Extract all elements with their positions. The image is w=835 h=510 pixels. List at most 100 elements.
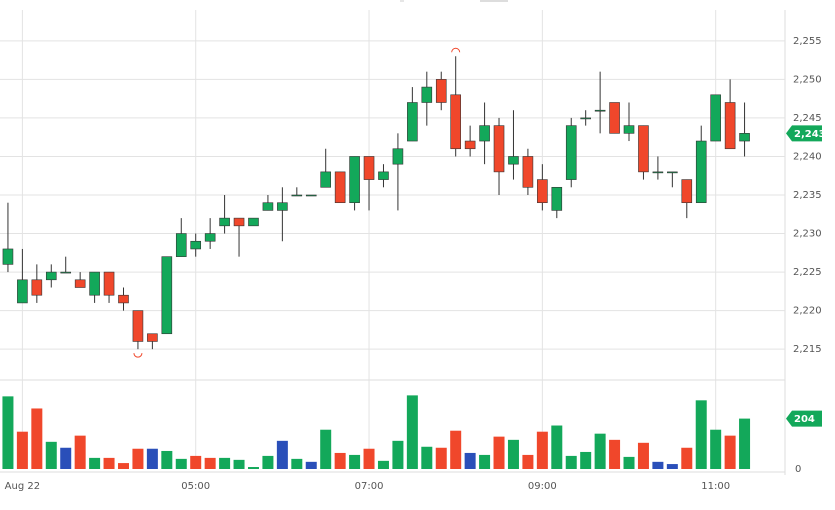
volume-bar (2, 396, 14, 469)
candle-body (392, 148, 404, 165)
volume-bar (464, 452, 476, 469)
candle-body (2, 248, 14, 265)
candle-body (320, 171, 331, 188)
volume-bar (536, 431, 548, 469)
x-tick-label: 07:00 (355, 481, 384, 492)
candle-body (667, 171, 678, 174)
top-tab (480, 0, 508, 2)
candle-body (421, 86, 433, 103)
y-tick-label: 2,245 (793, 113, 822, 124)
volume-bar (695, 400, 707, 469)
volume-bar (435, 447, 447, 469)
candle-body (551, 186, 563, 211)
y-tick-label: 2,225 (793, 267, 822, 278)
volume-bar (551, 425, 563, 469)
candle-body (565, 125, 577, 180)
volume-bar (320, 429, 332, 469)
candle-body (204, 233, 216, 242)
volume-bar (406, 395, 418, 469)
x-tick-label: 09:00 (528, 481, 557, 492)
volume-bar (45, 441, 57, 469)
volume-bar (739, 418, 751, 469)
candle-body (291, 194, 303, 197)
volume-bar (190, 455, 202, 469)
volume-bar (377, 460, 389, 469)
candle-body (334, 171, 346, 204)
candle-body (464, 140, 476, 150)
candle-body (652, 171, 664, 174)
candle-body (17, 279, 28, 304)
volume-bar (479, 454, 491, 469)
candle-body (118, 294, 129, 304)
volume-bar (623, 456, 635, 469)
candle-body (248, 217, 259, 227)
candle-body (262, 202, 274, 211)
candle-body (537, 179, 548, 204)
volume-bar (363, 448, 375, 469)
volume-bar (74, 435, 86, 469)
volume-bar (16, 431, 28, 469)
volume-bar (349, 454, 361, 469)
volume-bar (161, 450, 173, 469)
volume-bar (637, 442, 649, 469)
volume-bar (31, 408, 43, 469)
volume-tick-label: 0 (795, 464, 801, 475)
candle-body (89, 271, 100, 296)
candle-body (277, 202, 288, 211)
volume-bar (493, 436, 505, 469)
candle-body (190, 240, 202, 250)
volume-bar (305, 461, 317, 469)
volume-bar (421, 446, 433, 469)
candle-body (132, 310, 144, 342)
volume-bar (609, 439, 621, 469)
volume-bar (594, 433, 606, 469)
candle-body (695, 140, 707, 204)
candle-body (435, 79, 447, 103)
low-marker (133, 353, 143, 358)
volume-bar (276, 440, 288, 469)
volume-bar (132, 448, 144, 469)
volume-bar (724, 435, 736, 469)
y-tick-label: 2,240 (793, 151, 822, 162)
candle-body (724, 102, 736, 150)
marks (2, 47, 751, 469)
volume-bar (247, 467, 259, 469)
candle-body (378, 171, 389, 180)
candle-body (681, 179, 693, 204)
volume-bar (681, 447, 693, 469)
volume-bar (666, 464, 678, 469)
candle-body (219, 217, 230, 227)
candle-body (31, 279, 43, 296)
candle-body (147, 333, 158, 342)
candle-body (60, 271, 72, 274)
volume-bar (652, 461, 664, 469)
volume-bar (146, 448, 158, 469)
y-tick-label: 2,230 (793, 229, 822, 240)
volume-bar (580, 451, 592, 469)
candle-body (580, 117, 591, 120)
volume-bar (89, 457, 101, 469)
candle-body (233, 217, 245, 227)
candle-body (638, 125, 649, 173)
candle-body (45, 271, 57, 281)
candle-body (623, 125, 635, 134)
volume-bar (334, 452, 346, 469)
last-volume-label: 204 (794, 414, 815, 425)
volume-bar (117, 463, 129, 469)
x-tick-label: 11:00 (701, 481, 730, 492)
y-tick-label: 2,235 (793, 190, 822, 201)
volume-bar (103, 457, 115, 469)
candle-body (522, 156, 534, 188)
candle-body (161, 256, 173, 335)
candle-body (450, 94, 461, 150)
high-marker (451, 47, 461, 53)
y-tick-label: 2,215 (793, 344, 822, 355)
volume-bar (204, 457, 216, 469)
candle-body (103, 271, 115, 296)
volume-bar (710, 429, 722, 469)
volume-bar (565, 455, 577, 469)
candle-body (594, 109, 606, 112)
volume-bar (507, 439, 519, 469)
labels: 2,215 2,220 2,225 2,230 2,235 2,240 2,245 2,250… (5, 36, 826, 492)
volume-bar (291, 458, 303, 469)
